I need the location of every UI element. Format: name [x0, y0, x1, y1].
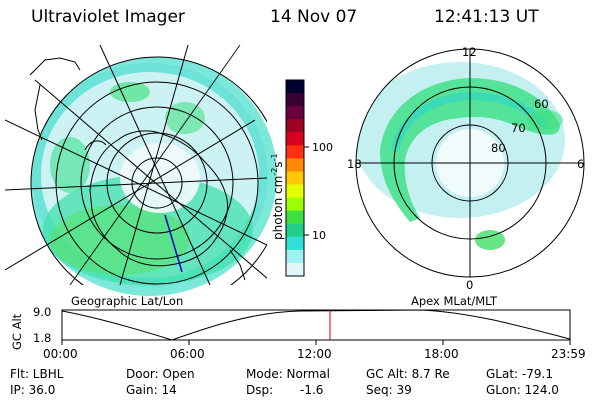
mlat-label-80: 80: [491, 141, 506, 155]
timeline-ytick-1-8: 1.8: [33, 331, 52, 345]
info-door: Door: Open: [126, 367, 195, 381]
colorbar-swatch: [286, 210, 304, 225]
timeline-xtick-2359: 23:59: [551, 347, 586, 361]
timeline-xtick-1800: 18:00: [424, 347, 459, 361]
mlt-label-18: 18: [347, 157, 362, 171]
info-dsp-label: Dsp:: [246, 383, 274, 397]
mlt-label-0: 0: [466, 278, 474, 292]
timeline-xtick-0600: 06:00: [170, 347, 205, 361]
info-gc-alt: GC Alt: 8.7 Re: [366, 367, 450, 381]
colorbar-swatch: [286, 93, 304, 107]
colorbar-swatch: [286, 262, 304, 277]
info-seq: Seq: 39: [366, 383, 412, 397]
apex-grid: [355, 48, 585, 278]
info-filter: Flt: LBHL: [10, 367, 64, 381]
info-gain: Gain: 14: [126, 383, 177, 397]
mlat-label-60: 60: [534, 97, 549, 111]
info-ip: IP: 36.0: [10, 383, 56, 397]
colorbar-swatch: [286, 184, 304, 199]
colorbar-swatch: [286, 132, 304, 146]
colorbar-swatch: [286, 80, 304, 94]
info-mode: Mode: Normal: [246, 367, 330, 381]
info-glat: GLat: -79.1: [486, 367, 553, 381]
colorbar-swatch: [286, 223, 304, 238]
date-label: 14 Nov 07: [270, 7, 358, 27]
colorbar-swatch: [286, 145, 304, 159]
colorbar-tick-100: 100: [312, 141, 333, 154]
geo-grid: [5, 45, 267, 285]
colorbar-swatch: [286, 249, 304, 264]
mlt-label-6: 6: [577, 157, 585, 171]
timeline-xtick-1200: 12:00: [297, 347, 332, 361]
mlt-label-12: 12: [462, 45, 477, 59]
time-label: 12:41:13 UT: [434, 7, 539, 27]
colorbar-swatch: [286, 197, 304, 212]
info-glon: GLon: 124.0: [486, 383, 559, 397]
colorbar-swatch: [286, 236, 304, 251]
colorbar-swatch: [286, 158, 304, 172]
colorbar-tick-10: 10: [312, 229, 326, 242]
colorbar-swatch: [286, 106, 304, 120]
geo-panel-caption: Geographic Lat/Lon: [71, 294, 184, 308]
timeline-ytick-9: 9.0: [33, 305, 52, 319]
app-title: Ultraviolet Imager: [31, 7, 185, 27]
timeline-axis-label: GC Alt: [10, 313, 24, 350]
colorbar-swatch: [286, 119, 304, 133]
apex-panel-caption: Apex MLat/MLT: [411, 294, 498, 308]
info-dsp-value: -1.6: [300, 383, 324, 397]
aurora-image-apex: [356, 49, 584, 277]
timeline-xtick-0000: 00:00: [43, 347, 78, 361]
mlat-label-70: 70: [511, 121, 526, 135]
colorbar-swatch: [286, 171, 304, 186]
